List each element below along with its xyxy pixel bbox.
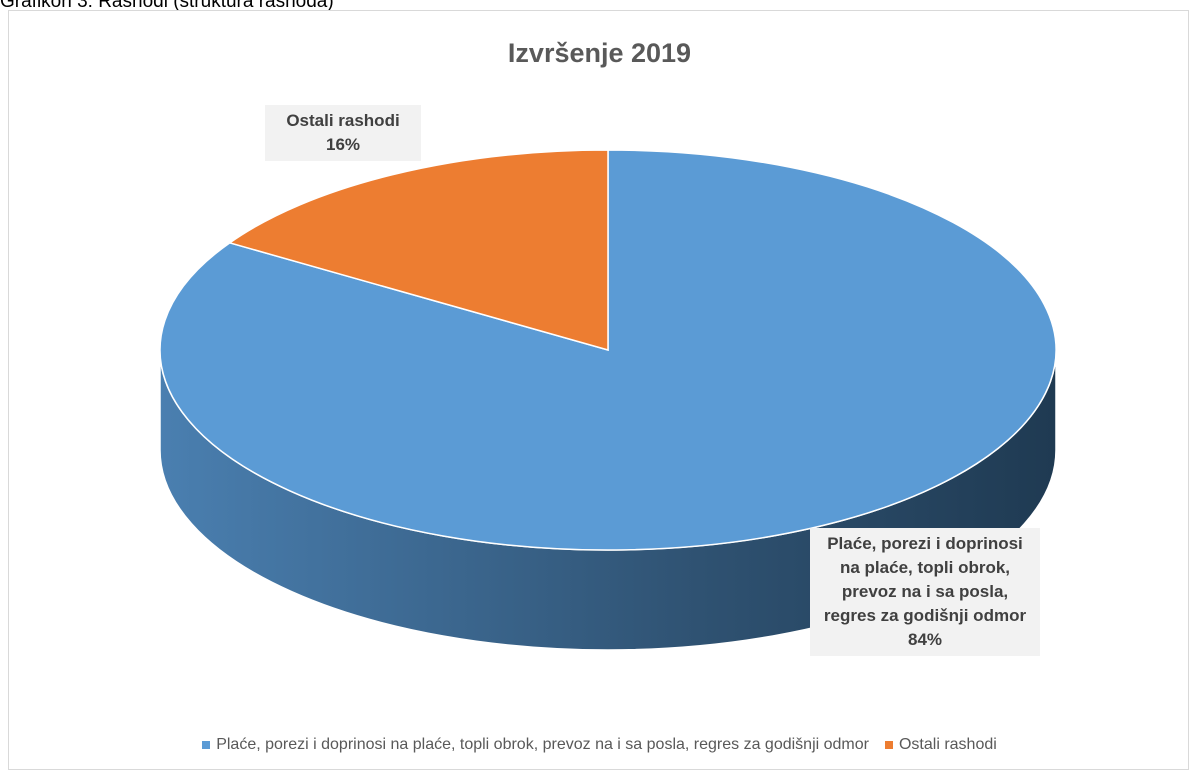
label-value: 84% (907, 630, 943, 649)
caption: Grafikon 3: Rashodi (struktura rashoda) (0, 0, 334, 12)
legend-swatch (884, 741, 893, 749)
legend-item: Ostali rashodi (884, 736, 997, 754)
data-label: Plaće, porezi i doprinosi na plaće, topl… (810, 528, 1040, 656)
data-label: Ostali rashodi 16% (265, 105, 421, 161)
label-value: 16% (325, 135, 361, 154)
chart-title: Izvršenje 2019 (507, 38, 692, 68)
label-name: Plaće, porezi i doprinosi na plaće, topl… (823, 534, 1027, 625)
label-name: Ostali rashodi (286, 111, 400, 130)
chart-frame (8, 10, 1189, 770)
pie-slice (228, 149, 609, 351)
legend-item: Plaće, porezi i doprinosi na plaće, topl… (202, 736, 869, 754)
legend-swatch (202, 741, 211, 749)
legend: Plaće, porezi i doprinosi na plaće, topl… (0, 736, 1199, 754)
legend-label: Plaće, porezi i doprinosi na plaće, topl… (216, 736, 869, 753)
legend-label: Ostali rashodi (898, 736, 997, 753)
